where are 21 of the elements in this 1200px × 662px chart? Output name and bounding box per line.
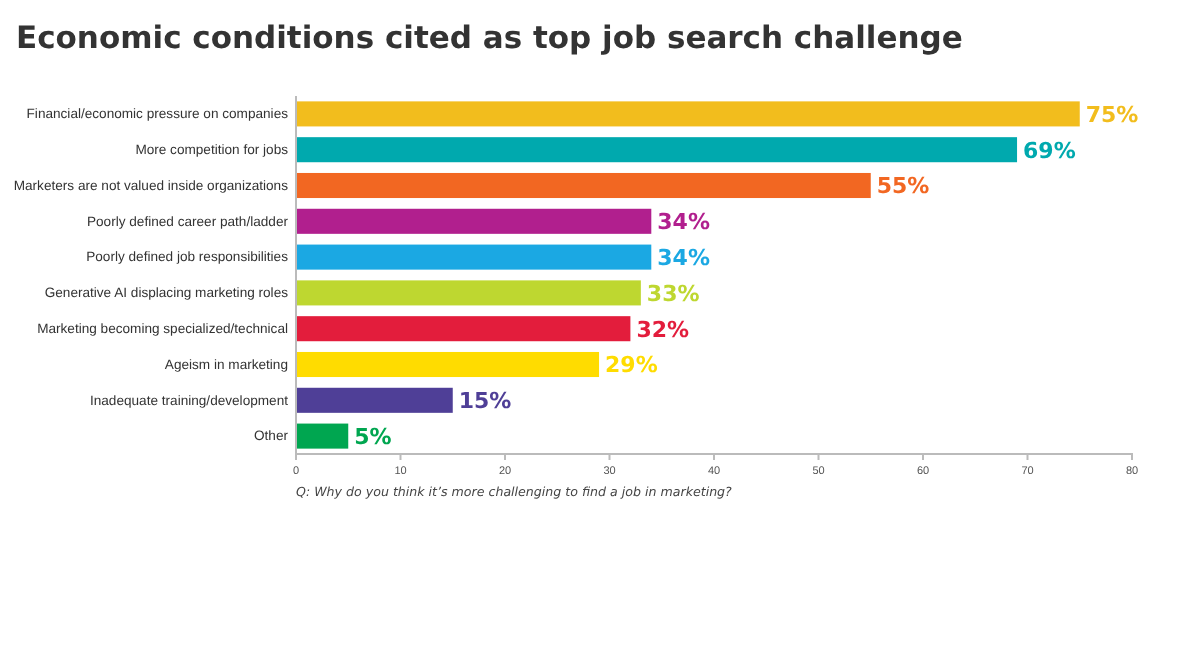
data-label: 55% — [876, 173, 930, 200]
data-label: 75% — [1085, 101, 1139, 128]
bar — [296, 387, 453, 413]
bar — [296, 280, 641, 306]
data-label: 69% — [1023, 137, 1076, 164]
data-label: 34% — [657, 209, 710, 236]
data-label: 5% — [354, 424, 392, 451]
bar — [296, 423, 349, 449]
bar — [296, 316, 631, 342]
data-label: 34% — [657, 245, 710, 272]
chart-title: Economic conditions cited as top job search challenge — [16, 20, 963, 56]
data-label: 29% — [605, 352, 658, 379]
bar — [296, 351, 600, 378]
bar — [296, 172, 871, 199]
bar — [296, 101, 1080, 127]
data-label: 32% — [636, 316, 690, 343]
data-label: 33% — [646, 280, 700, 307]
bar — [296, 208, 652, 234]
data-label: 15% — [458, 388, 512, 415]
bar — [296, 244, 652, 270]
bar — [296, 137, 1018, 163]
